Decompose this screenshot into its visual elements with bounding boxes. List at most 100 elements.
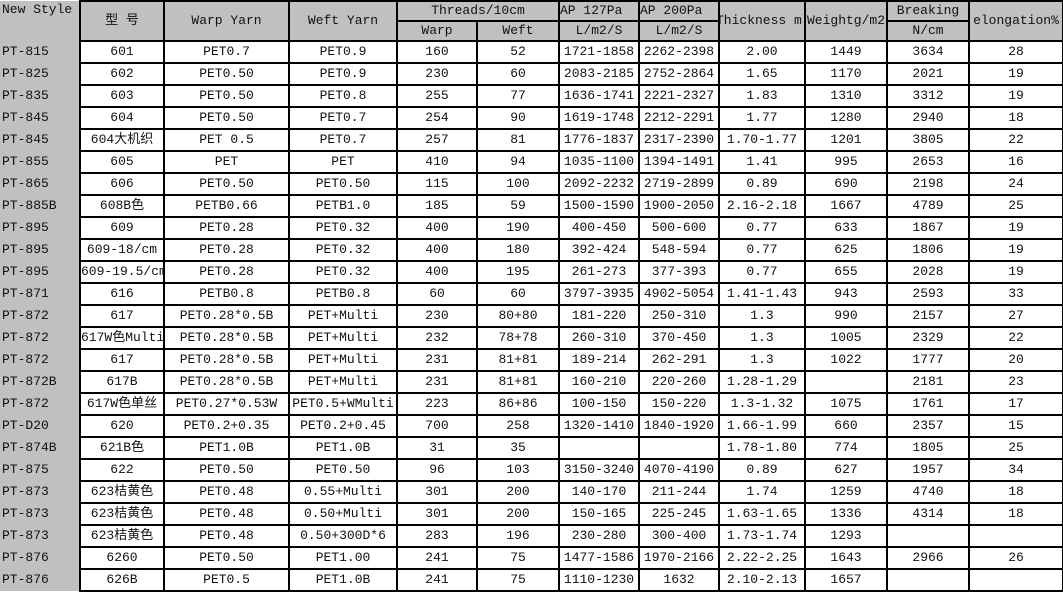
- cell-model[interactable]: 617: [79, 348, 165, 372]
- cell-weft-yarn[interactable]: PET0.7: [288, 128, 398, 152]
- cell-model[interactable]: 617W色单丝: [79, 392, 165, 416]
- cell-thickness[interactable]: 1.41-1.43: [718, 282, 806, 306]
- cell-breaking[interactable]: 2357: [886, 414, 970, 438]
- cell-breaking[interactable]: 1867: [886, 216, 970, 240]
- cell-weight[interactable]: 1310: [804, 84, 888, 108]
- cell-new-style[interactable]: PT-872: [0, 349, 81, 371]
- cell-threads-weft[interactable]: 52: [476, 40, 560, 64]
- cell-threads-weft[interactable]: 196: [476, 524, 560, 548]
- cell-warp-yarn[interactable]: PET 0.5: [163, 128, 290, 152]
- cell-threads-weft[interactable]: 258: [476, 414, 560, 438]
- cell-elongation[interactable]: 24: [968, 172, 1063, 196]
- cell-threads-warp[interactable]: 223: [396, 392, 478, 416]
- cell-weft-yarn[interactable]: PET0.8: [288, 84, 398, 108]
- cell-ap127[interactable]: 1636-1741: [558, 84, 640, 108]
- cell-warp-yarn[interactable]: PET0.28: [163, 260, 290, 284]
- cell-new-style[interactable]: PT-872B: [0, 371, 81, 393]
- cell-new-style[interactable]: PT-872: [0, 393, 81, 415]
- cell-threads-weft[interactable]: 60: [476, 62, 560, 86]
- cell-ap127[interactable]: 260-310: [558, 326, 640, 350]
- cell-warp-yarn[interactable]: PET0.28*0.5B: [163, 326, 290, 350]
- cell-model[interactable]: 626B: [79, 568, 165, 592]
- cell-breaking[interactable]: 4789: [886, 194, 970, 218]
- cell-ap127[interactable]: 1776-1837: [558, 128, 640, 152]
- cell-weft-yarn[interactable]: PET1.0B: [288, 436, 398, 460]
- cell-model[interactable]: 6260: [79, 546, 165, 570]
- cell-weft-yarn[interactable]: PET0.9: [288, 62, 398, 86]
- cell-ap200[interactable]: 2719-2899: [638, 172, 720, 196]
- cell-new-style[interactable]: PT-895: [0, 239, 81, 261]
- cell-weight[interactable]: 1643: [804, 546, 888, 570]
- cell-ap200[interactable]: 2317-2390: [638, 128, 720, 152]
- cell-elongation[interactable]: 27: [968, 304, 1063, 328]
- cell-elongation[interactable]: 15: [968, 414, 1063, 438]
- cell-threads-warp[interactable]: 400: [396, 216, 478, 240]
- cell-ap127[interactable]: 3797-3935: [558, 282, 640, 306]
- cell-weft-yarn[interactable]: PET+Multi: [288, 370, 398, 394]
- cell-ap200[interactable]: 1394-1491: [638, 150, 720, 174]
- cell-weight[interactable]: 990: [804, 304, 888, 328]
- cell-weft-yarn[interactable]: PET0.50: [288, 172, 398, 196]
- cell-model[interactable]: 604: [79, 106, 165, 130]
- cell-ap200[interactable]: 548-594: [638, 238, 720, 262]
- cell-warp-yarn[interactable]: PET0.50: [163, 546, 290, 570]
- cell-warp-yarn[interactable]: PET0.2+0.35: [163, 414, 290, 438]
- cell-model[interactable]: 606: [79, 172, 165, 196]
- cell-threads-weft[interactable]: 77: [476, 84, 560, 108]
- cell-weft-yarn[interactable]: PET1.00: [288, 546, 398, 570]
- cell-weight[interactable]: 1293: [804, 524, 888, 548]
- cell-new-style[interactable]: PT-871: [0, 283, 81, 305]
- cell-threads-weft[interactable]: 180: [476, 238, 560, 262]
- cell-thickness[interactable]: 1.3: [718, 326, 806, 350]
- cell-ap200[interactable]: 377-393: [638, 260, 720, 284]
- cell-weft-yarn[interactable]: PET0.32: [288, 238, 398, 262]
- cell-thickness[interactable]: 1.73-1.74: [718, 524, 806, 548]
- cell-new-style[interactable]: PT-872: [0, 305, 81, 327]
- cell-weft-yarn[interactable]: PET0.5+WMulti: [288, 392, 398, 416]
- cell-weft-yarn[interactable]: PET+Multi: [288, 348, 398, 372]
- cell-ap200[interactable]: 370-450: [638, 326, 720, 350]
- cell-thickness[interactable]: 2.16-2.18: [718, 194, 806, 218]
- cell-thickness[interactable]: 1.3-1.32: [718, 392, 806, 416]
- cell-elongation[interactable]: 17: [968, 392, 1063, 416]
- cell-elongation[interactable]: 26: [968, 546, 1063, 570]
- cell-ap127[interactable]: 181-220: [558, 304, 640, 328]
- cell-new-style[interactable]: PT-865: [0, 173, 81, 195]
- cell-thickness[interactable]: 1.77: [718, 106, 806, 130]
- cell-thickness[interactable]: 2.22-2.25: [718, 546, 806, 570]
- cell-elongation[interactable]: [968, 524, 1063, 548]
- cell-breaking[interactable]: 2966: [886, 546, 970, 570]
- cell-weft-yarn[interactable]: PET0.32: [288, 260, 398, 284]
- cell-threads-weft[interactable]: 60: [476, 282, 560, 306]
- cell-warp-yarn[interactable]: PET0.27*0.53W: [163, 392, 290, 416]
- cell-new-style[interactable]: PT-845: [0, 129, 81, 151]
- cell-model[interactable]: 620: [79, 414, 165, 438]
- cell-thickness[interactable]: 0.89: [718, 172, 806, 196]
- cell-ap127[interactable]: 189-214: [558, 348, 640, 372]
- cell-thickness[interactable]: 2.10-2.13: [718, 568, 806, 592]
- cell-weight[interactable]: 1280: [804, 106, 888, 130]
- cell-weight[interactable]: 1657: [804, 568, 888, 592]
- cell-threads-weft[interactable]: 81: [476, 128, 560, 152]
- cell-model[interactable]: 617: [79, 304, 165, 328]
- cell-thickness[interactable]: 1.83: [718, 84, 806, 108]
- cell-threads-warp[interactable]: 31: [396, 436, 478, 460]
- cell-threads-weft[interactable]: 200: [476, 480, 560, 504]
- cell-model[interactable]: 602: [79, 62, 165, 86]
- cell-weft-yarn[interactable]: PET0.7: [288, 106, 398, 130]
- cell-ap127[interactable]: 2092-2232: [558, 172, 640, 196]
- cell-elongation[interactable]: 16: [968, 150, 1063, 174]
- cell-warp-yarn[interactable]: PET0.50: [163, 106, 290, 130]
- cell-breaking[interactable]: 2329: [886, 326, 970, 350]
- cell-breaking[interactable]: 2028: [886, 260, 970, 284]
- cell-thickness[interactable]: 0.77: [718, 238, 806, 262]
- cell-weft-yarn[interactable]: PET+Multi: [288, 304, 398, 328]
- cell-threads-warp[interactable]: 232: [396, 326, 478, 350]
- cell-new-style[interactable]: PT-895: [0, 217, 81, 239]
- cell-threads-warp[interactable]: 231: [396, 370, 478, 394]
- cell-threads-weft[interactable]: 75: [476, 546, 560, 570]
- cell-weight[interactable]: 690: [804, 172, 888, 196]
- cell-elongation[interactable]: 25: [968, 436, 1063, 460]
- cell-weight[interactable]: 655: [804, 260, 888, 284]
- cell-breaking[interactable]: 3634: [886, 40, 970, 64]
